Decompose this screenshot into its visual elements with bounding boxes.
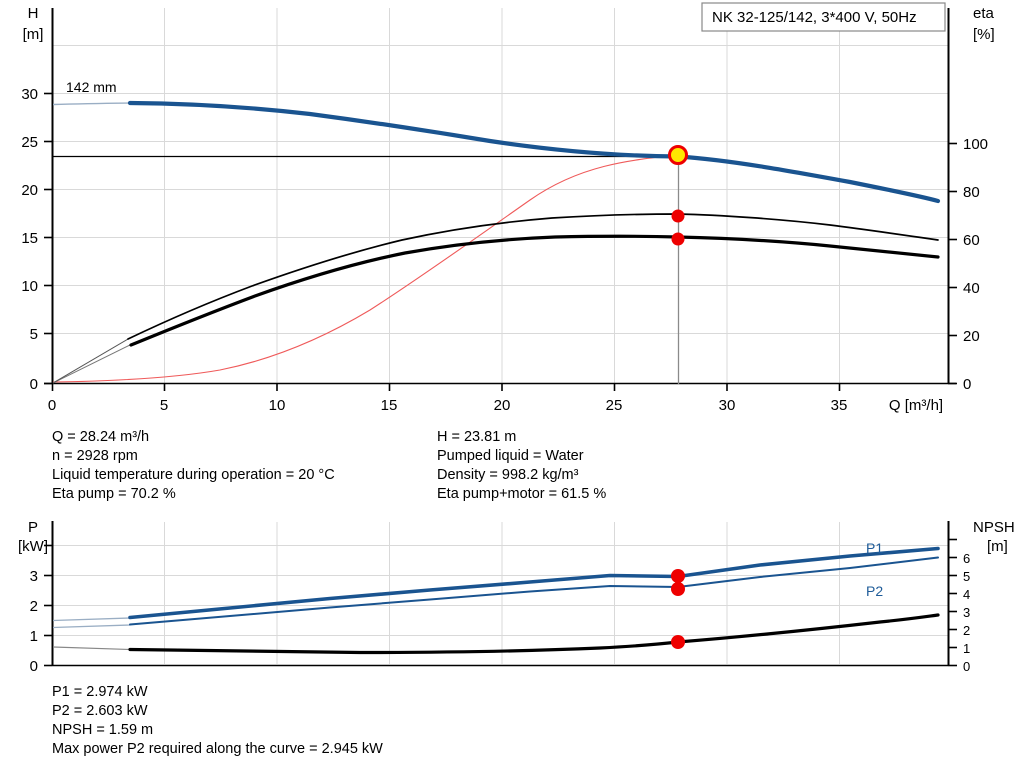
duty-info-eta-pump: Eta pump = 70.2 %	[52, 486, 176, 502]
p1-curve-lead	[52, 617, 131, 622]
top-chart-grid	[52, 8, 948, 390]
bottom-p-tick-3: 3	[30, 568, 38, 585]
power-info-block: P1 = 2.974 kW P2 = 2.603 kW NPSH = 1.59 …	[52, 683, 383, 759]
bottom-right-axis-unit-m: [m]	[987, 538, 1008, 555]
duty-point-marker	[668, 145, 688, 165]
eta-pump-motor-curve	[52, 344, 131, 384]
top-x-tick-15: 15	[381, 397, 398, 414]
bottom-npsh-tick-6: 6	[963, 551, 970, 566]
bottom-npsh-tick-3: 3	[963, 605, 970, 620]
system-curve-red	[52, 154, 679, 383]
eta-pump-curve	[127, 213, 939, 340]
bottom-npsh-tick-2: 2	[963, 623, 970, 638]
top-right-axis-unit-pct: [%]	[973, 26, 995, 43]
p1-series-label: P1	[866, 540, 883, 556]
power-info-p1: P1 = 2.974 kW	[52, 684, 148, 700]
top-x-tick-30: 30	[719, 397, 736, 414]
npsh-duty-marker	[671, 635, 685, 649]
eta-pump-curve-lead	[52, 338, 129, 384]
bottom-npsh-tick-4: 4	[963, 587, 970, 602]
head-curve-lead	[52, 102, 131, 106]
top-right-axis-title-eta: eta	[973, 5, 995, 22]
impeller-size-label: 142 mm	[66, 79, 117, 95]
top-x-tick-5: 5	[160, 397, 168, 414]
bottom-npsh-tick-1: 1	[963, 641, 970, 656]
top-y-tick-20: 20	[21, 182, 38, 199]
p1-duty-marker	[671, 569, 685, 583]
top-eta-tick-80: 80	[963, 184, 980, 201]
bottom-p-tick-0: 0	[30, 658, 38, 675]
bottom-npsh-tick-0: 0	[963, 659, 970, 674]
bottom-chart-right-ticks	[948, 538, 957, 667]
chart-title-label: NK 32-125/142, 3*400 V, 50Hz	[712, 9, 917, 26]
top-y-tick-15: 15	[21, 230, 38, 247]
bottom-y-axis-unit-kw: [kW]	[18, 538, 48, 555]
top-chart-x-ticks	[51, 383, 841, 391]
bottom-y-axis-title-p: P	[28, 519, 38, 536]
top-chart-axes	[44, 8, 956, 385]
npsh-curve-lead	[52, 646, 131, 651]
chart-title-box: NK 32-125/142, 3*400 V, 50Hz	[701, 2, 946, 32]
p2-curve-render	[129, 556, 939, 626]
duty-info-right-block: H = 23.81 m Pumped liquid = Water Densit…	[437, 428, 606, 504]
power-info-p2: P2 = 2.603 kW	[52, 703, 148, 719]
bottom-p-tick-2: 2	[30, 598, 38, 615]
top-x-tick-20: 20	[494, 397, 511, 414]
top-x-tick-25: 25	[606, 397, 623, 414]
duty-info-eta-pump-motor: Eta pump+motor = 61.5 %	[437, 486, 607, 502]
bottom-chart-grid	[52, 522, 948, 664]
top-x-axis-title-q: Q [m³/h]	[889, 397, 943, 414]
duty-info-density: Density = 998.2 kg/m³	[437, 467, 579, 483]
head-curve	[127, 100, 941, 204]
eta-pump-duty-marker	[671, 209, 685, 223]
p1-curve-render	[128, 546, 940, 620]
duty-info-q: Q = 28.24 m³/h	[52, 429, 150, 445]
top-chart-right-ticks	[948, 142, 957, 385]
duty-info-n: n = 2928 rpm	[52, 448, 138, 464]
duty-info-pumped-liquid: Pumped liquid = Water	[437, 448, 584, 464]
duty-info-h: H = 23.81 m	[437, 429, 517, 445]
duty-info-left-block: Q = 28.24 m³/h n = 2928 rpm Liquid tempe…	[52, 428, 335, 504]
power-info-npsh: NPSH = 1.59 m	[52, 722, 154, 738]
eta-pump-motor-main	[129, 234, 940, 347]
p2-curve-lead	[52, 624, 131, 629]
top-chart-left-ticks	[44, 92, 52, 385]
eta-pump-motor-duty-marker	[671, 232, 685, 246]
top-eta-tick-20: 20	[963, 328, 980, 345]
top-x-tick-0: 0	[48, 397, 56, 414]
power-info-max-p2: Max power P2 required along the curve = …	[52, 741, 383, 757]
p2-duty-marker	[671, 582, 685, 596]
top-x-tick-10: 10	[269, 397, 286, 414]
top-y-tick-30: 30	[21, 86, 38, 103]
bottom-npsh-tick-5: 5	[963, 569, 970, 584]
top-x-tick-35: 35	[831, 397, 848, 414]
top-eta-tick-0: 0	[963, 376, 971, 393]
top-eta-tick-60: 60	[963, 232, 980, 249]
bottom-chart-left-ticks	[44, 544, 52, 667]
top-eta-tick-40: 40	[963, 280, 980, 297]
bottom-p-tick-1: 1	[30, 628, 38, 645]
top-y-tick-10: 10	[21, 278, 38, 295]
top-y-tick-25: 25	[21, 134, 38, 151]
bottom-right-axis-title-npsh: NPSH	[973, 519, 1015, 536]
top-eta-tick-100: 100	[963, 136, 988, 153]
top-y-tick-0: 0	[30, 376, 38, 393]
top-y-tick-5: 5	[30, 326, 38, 343]
npsh-curve	[128, 613, 940, 655]
top-y-axis-unit-m: [m]	[23, 26, 44, 43]
top-y-axis-title-h: H	[28, 5, 39, 22]
duty-info-liquid-temp: Liquid temperature during operation = 20…	[52, 467, 335, 483]
p2-series-label: P2	[866, 583, 883, 599]
